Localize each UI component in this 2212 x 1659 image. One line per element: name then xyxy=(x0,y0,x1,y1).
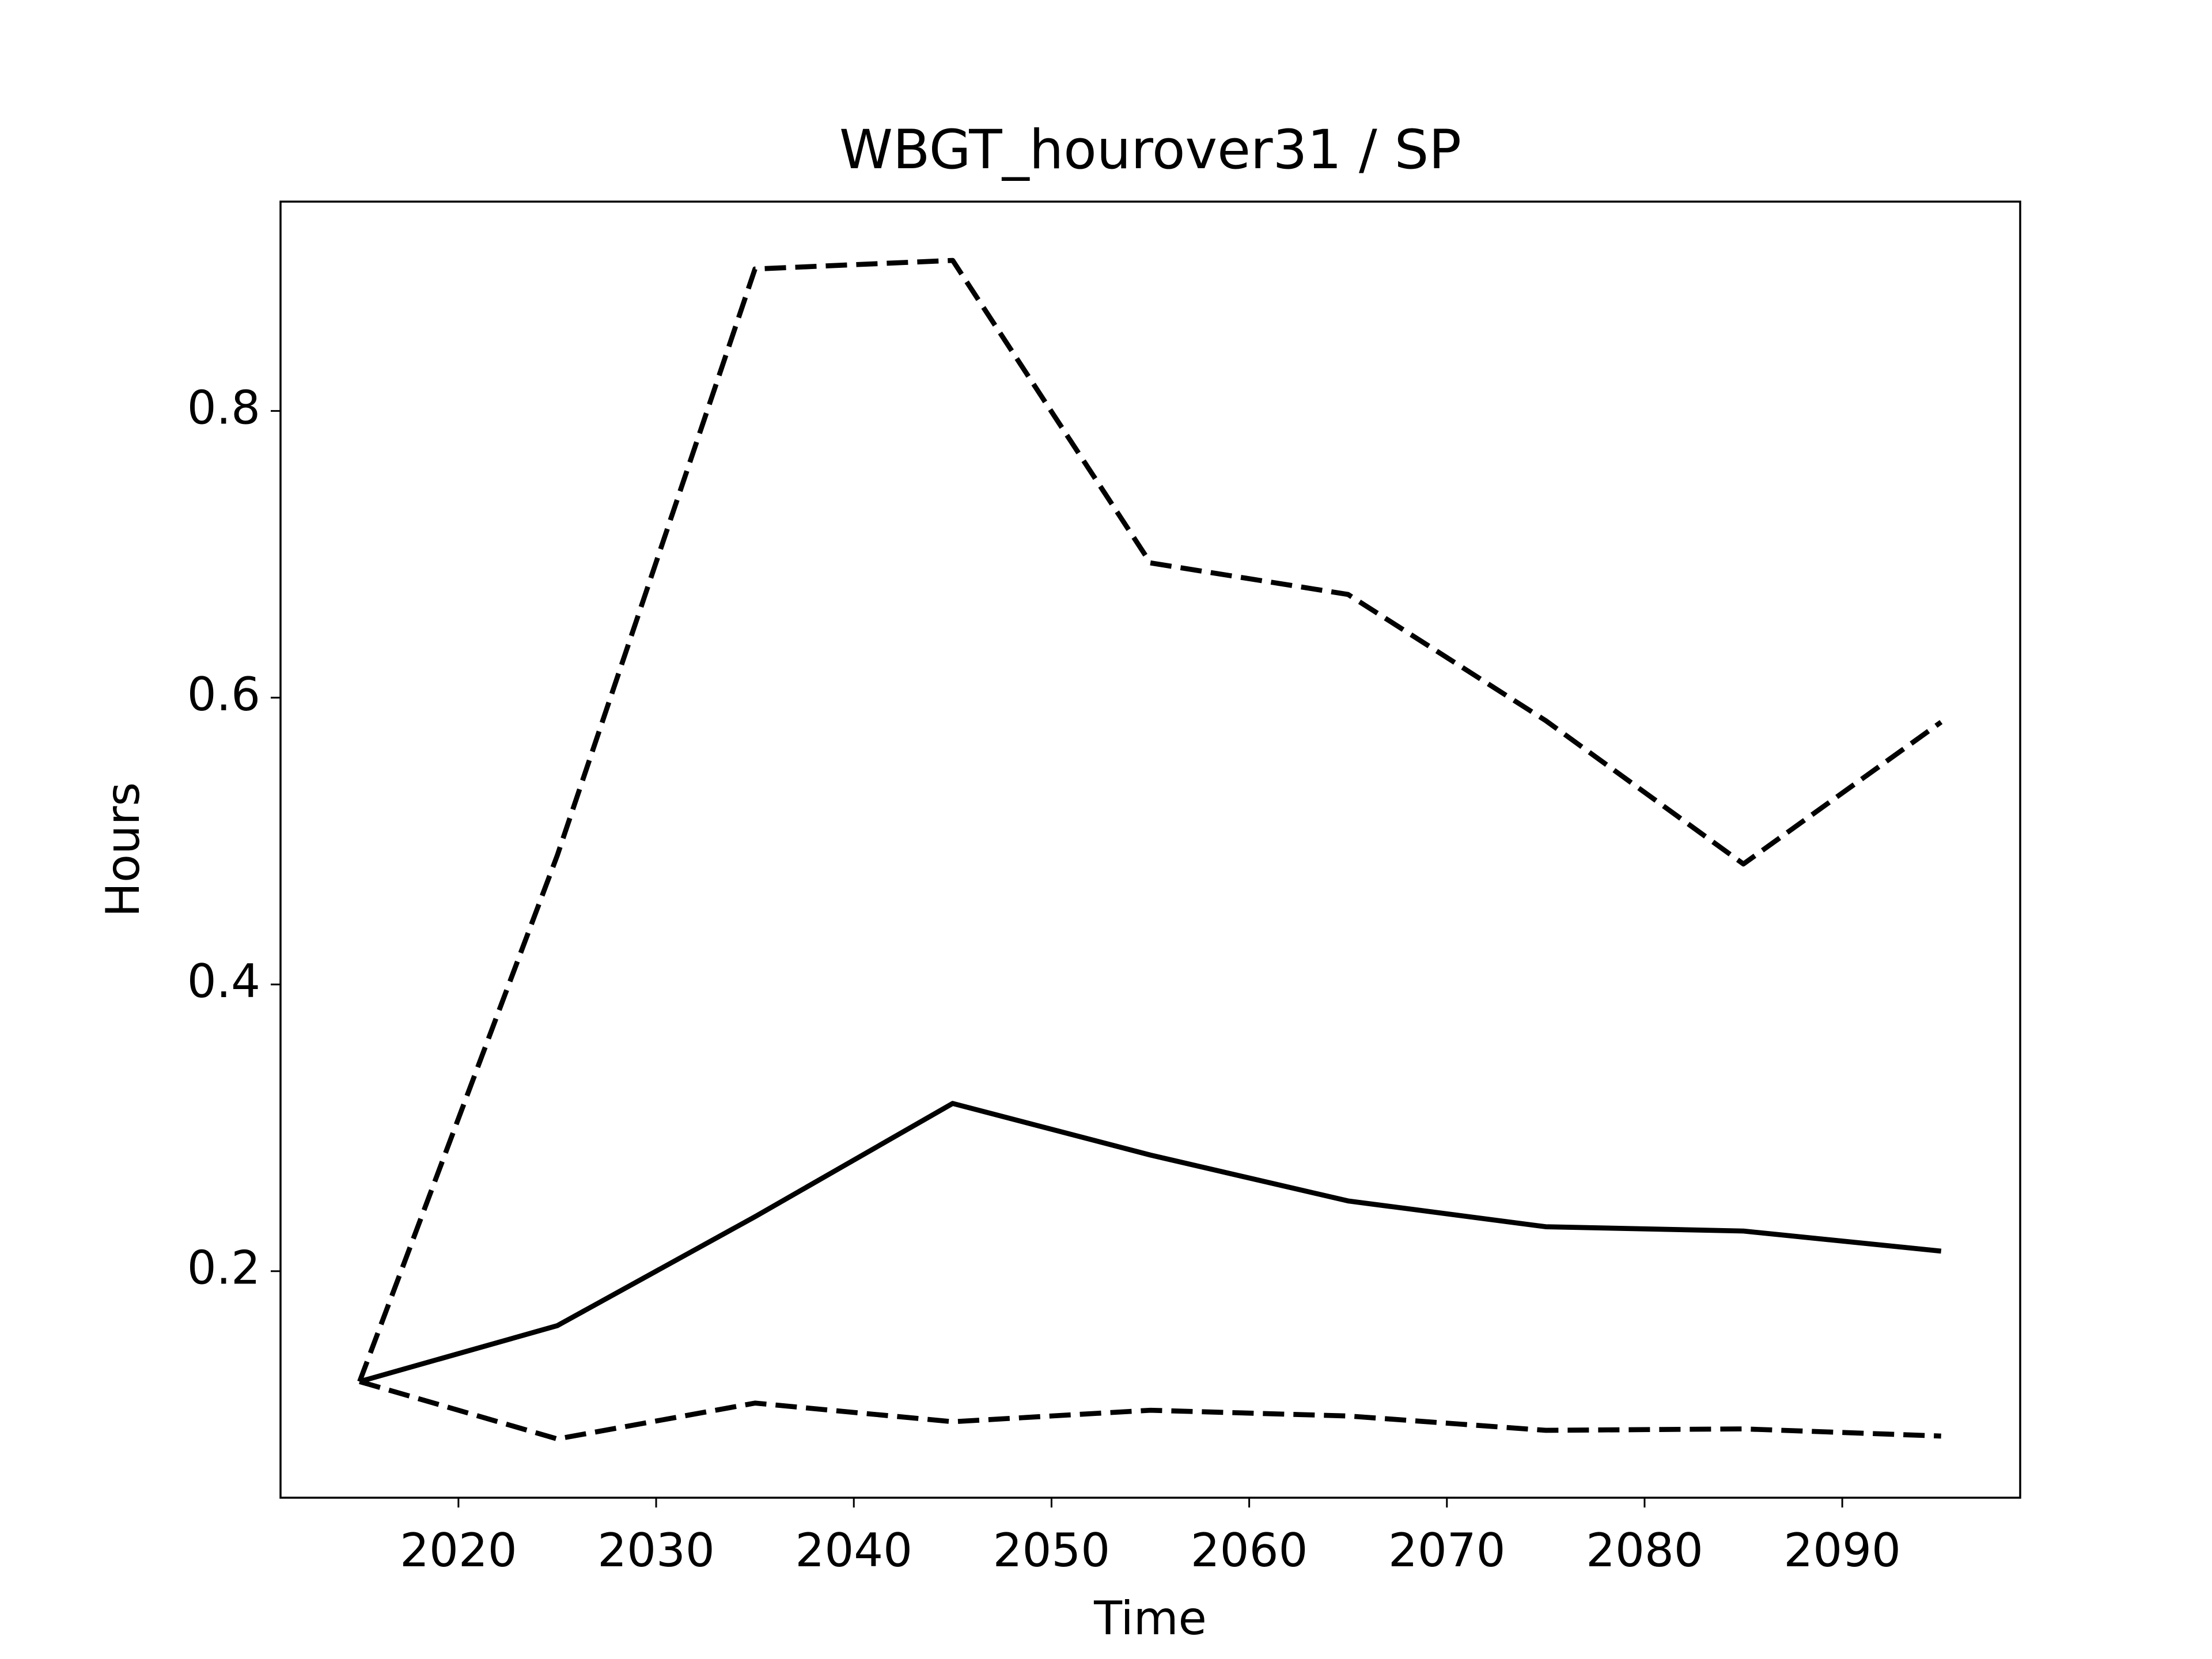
x-tick-label: 2060 xyxy=(1191,1524,1308,1577)
x-axis-label: Time xyxy=(1093,1592,1207,1645)
y-tick-label: 0.6 xyxy=(187,668,260,721)
line-series xyxy=(359,1379,1941,1442)
y-tick-label: 0.2 xyxy=(187,1241,260,1295)
plot-frame xyxy=(279,200,2021,1499)
x-tick-label: 2050 xyxy=(993,1524,1111,1577)
x-tick-label: 2090 xyxy=(1783,1524,1901,1577)
x-tick-label: 2020 xyxy=(400,1524,517,1577)
line-series xyxy=(357,257,1943,1382)
x-tick-label: 2030 xyxy=(597,1524,715,1577)
x-tick-label: 2080 xyxy=(1586,1524,1703,1577)
chart-title: WBGT_hourover31 / SP xyxy=(839,119,1461,181)
x-tick-label: 2070 xyxy=(1388,1524,1506,1577)
x-tick-label: 2040 xyxy=(795,1524,912,1577)
y-axis-label: Hours xyxy=(96,782,150,917)
y-tick-label: 0.4 xyxy=(187,955,260,1008)
line-series xyxy=(359,1101,1942,1384)
y-tick-label: 0.8 xyxy=(187,381,260,434)
